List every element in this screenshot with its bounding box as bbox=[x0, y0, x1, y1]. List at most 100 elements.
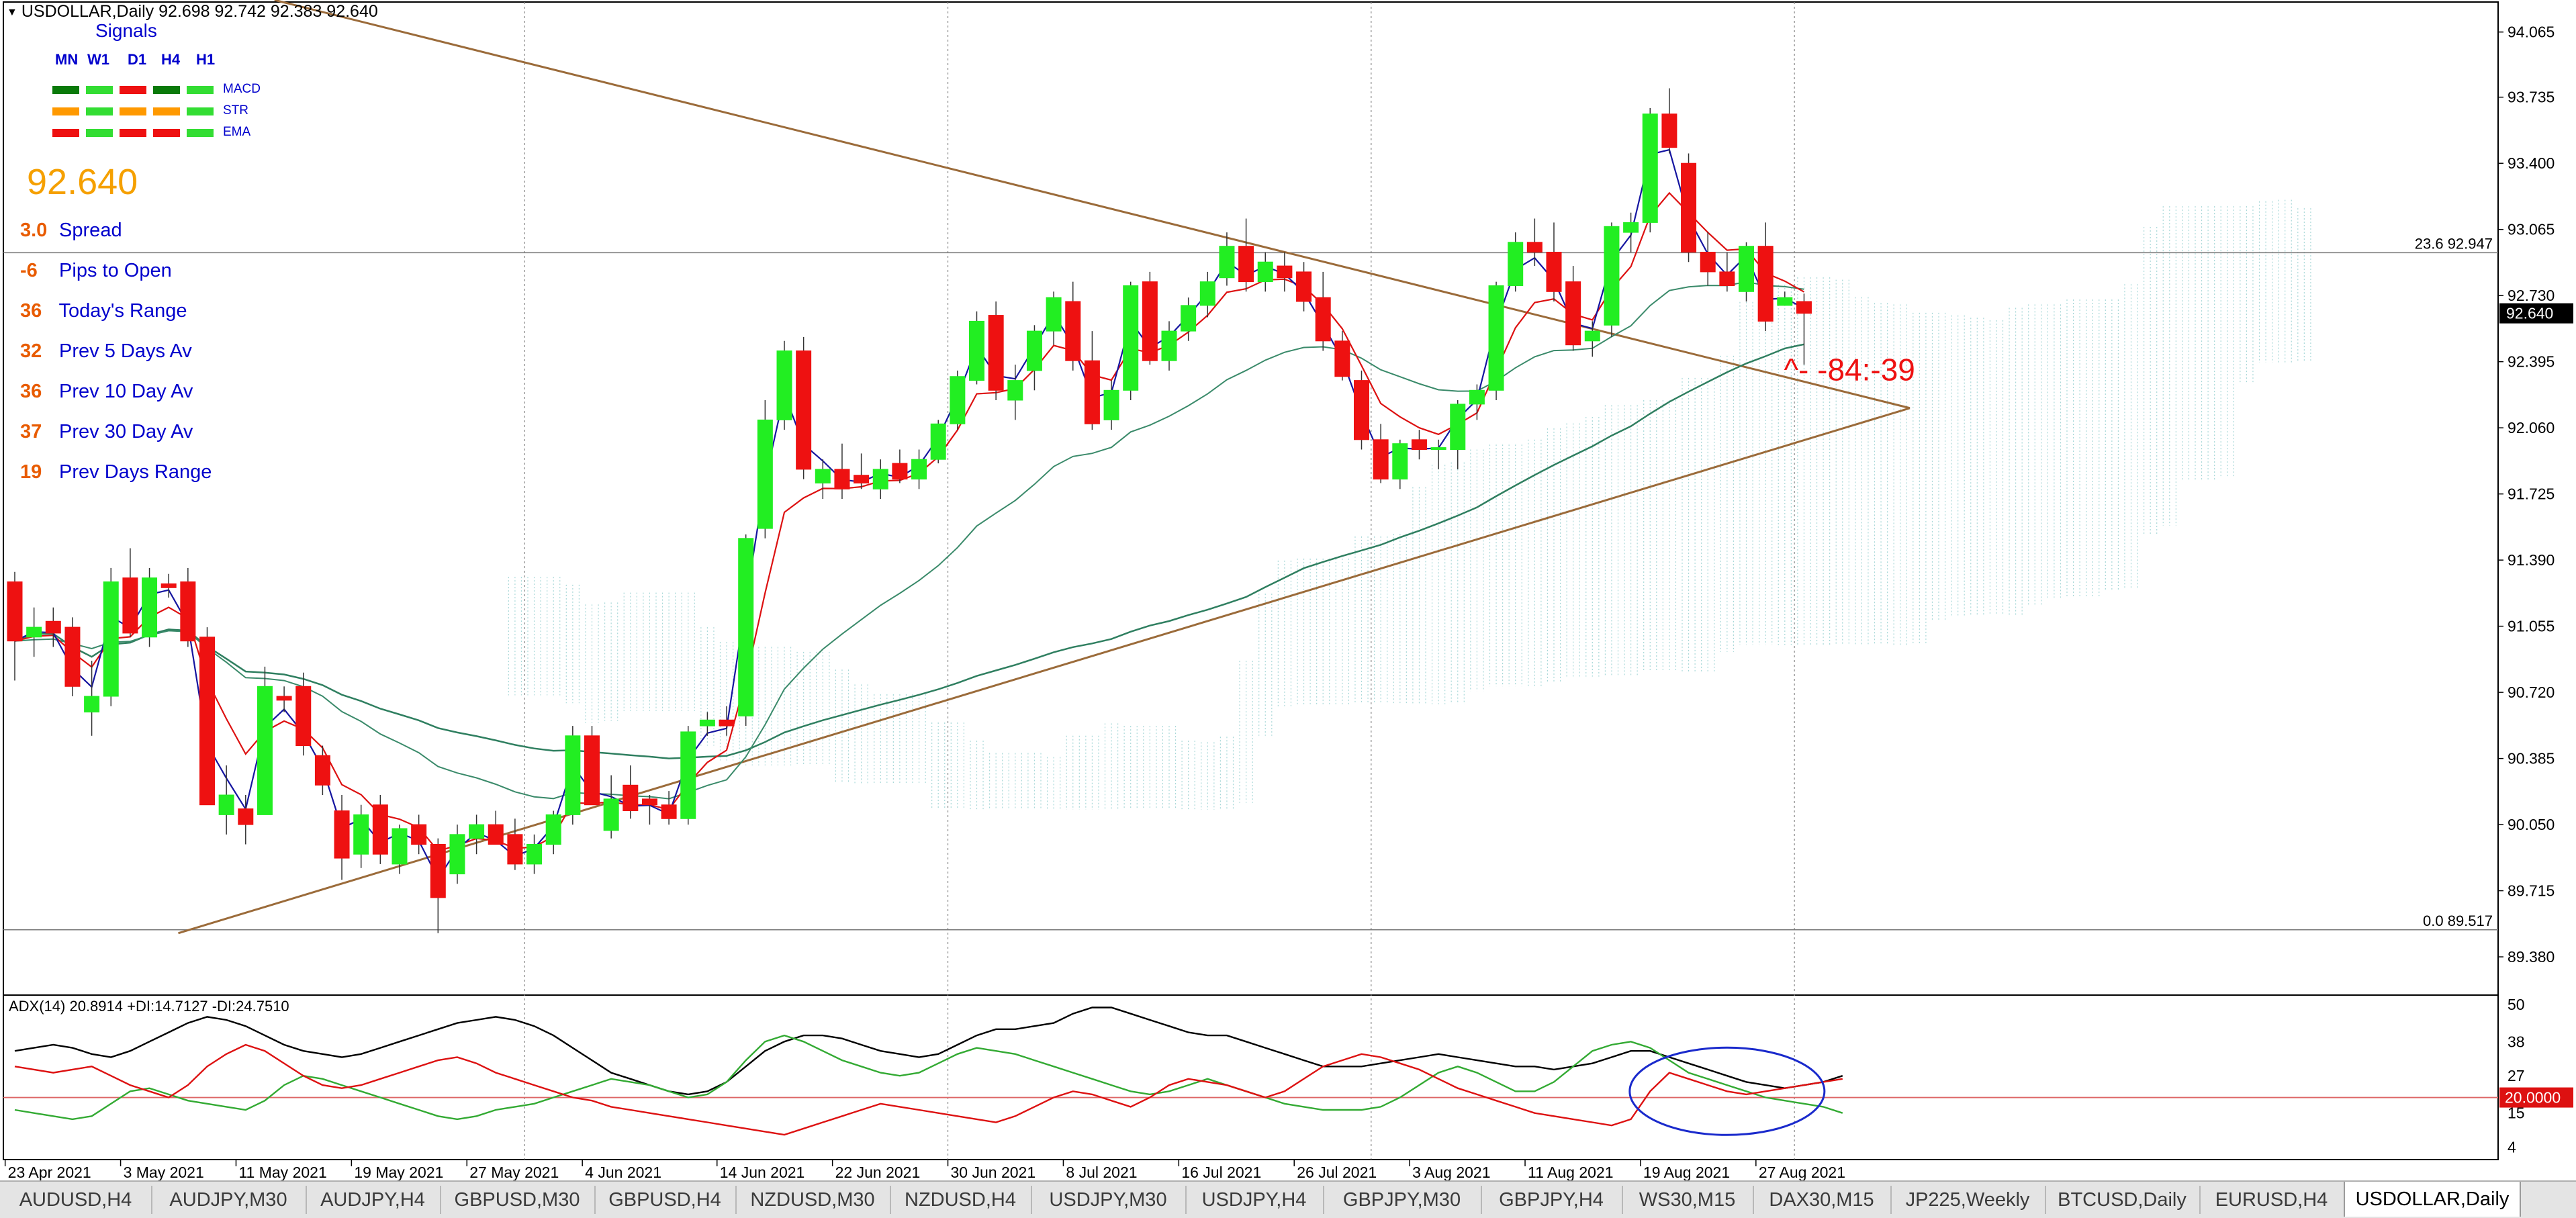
candle bbox=[353, 804, 369, 868]
chart-tab[interactable]: GBPJPY,M30 bbox=[1323, 1186, 1482, 1214]
signal-indicator bbox=[120, 129, 146, 137]
chart-tab[interactable]: DAX30,M15 bbox=[1753, 1186, 1892, 1214]
candle-body bbox=[1546, 252, 1562, 292]
candles-group bbox=[7, 88, 1812, 933]
candle-body bbox=[545, 814, 561, 845]
ema-fast-line bbox=[14, 148, 1804, 880]
candle-body bbox=[392, 828, 408, 865]
candle bbox=[7, 571, 23, 681]
candle-body bbox=[1257, 261, 1273, 283]
chart-tab[interactable]: JP225,Weekly bbox=[1890, 1186, 2046, 1214]
candle-body bbox=[1719, 271, 1735, 286]
candle bbox=[1103, 380, 1119, 430]
candle-body bbox=[1757, 246, 1774, 322]
candle-body bbox=[26, 626, 42, 638]
candle-body bbox=[142, 577, 158, 638]
candle bbox=[1026, 325, 1042, 391]
candle-body bbox=[488, 824, 504, 845]
price-tick-label: 93.065 bbox=[2508, 221, 2555, 238]
candle-body bbox=[834, 469, 850, 489]
candle-body bbox=[796, 350, 812, 470]
price-tick-label: 90.385 bbox=[2508, 750, 2555, 767]
price-tick-label: 90.720 bbox=[2508, 684, 2555, 701]
candle-body bbox=[1508, 242, 1524, 286]
candle-body bbox=[1777, 297, 1793, 306]
candle-body bbox=[603, 798, 619, 831]
candle bbox=[1700, 232, 1716, 286]
candle bbox=[199, 627, 215, 806]
candle bbox=[45, 607, 61, 647]
price-tick-label: 91.055 bbox=[2508, 618, 2555, 635]
chart-tab[interactable]: USDOLLAR,Daily bbox=[2344, 1182, 2521, 1217]
candle-body bbox=[411, 824, 427, 845]
candle bbox=[1161, 321, 1177, 371]
chart-tab[interactable]: GBPUSD,H4 bbox=[594, 1186, 737, 1214]
adx-tick-label: 38 bbox=[2508, 1033, 2525, 1050]
chart-tab[interactable]: NZDUSD,H4 bbox=[890, 1186, 1032, 1214]
candle bbox=[1046, 291, 1062, 345]
chart-tab[interactable]: AUDJPY,M30 bbox=[151, 1186, 307, 1214]
candle bbox=[1565, 266, 1581, 351]
candle bbox=[1661, 88, 1677, 154]
candle-body bbox=[1123, 285, 1139, 391]
candle-body bbox=[1219, 246, 1235, 279]
chart-tab[interactable]: USDJPY,M30 bbox=[1031, 1186, 1187, 1214]
adx-series-plusminus-di bbox=[14, 1034, 1843, 1121]
candle bbox=[526, 834, 543, 874]
adx-tick-label: 27 bbox=[2508, 1067, 2525, 1084]
candle-body bbox=[661, 804, 677, 819]
candle-body bbox=[353, 814, 369, 855]
price-tick-label: 92.730 bbox=[2508, 287, 2555, 304]
chart-tab[interactable]: EURUSD,H4 bbox=[2199, 1186, 2345, 1214]
signal-indicator bbox=[187, 107, 214, 115]
candle bbox=[507, 818, 523, 870]
candle bbox=[122, 548, 138, 637]
price-tick-label: 94.065 bbox=[2508, 24, 2555, 41]
candle-body bbox=[103, 581, 119, 697]
candle bbox=[1257, 252, 1273, 292]
chart-tab[interactable]: NZDUSD,M30 bbox=[735, 1186, 891, 1214]
chart-tab[interactable]: GBPJPY,H4 bbox=[1481, 1186, 1623, 1214]
adx-level-box bbox=[2499, 1087, 2573, 1108]
candle-body bbox=[469, 824, 485, 839]
candle bbox=[1681, 153, 1697, 263]
candle bbox=[392, 825, 408, 874]
candle bbox=[1739, 242, 1754, 301]
dropdown-triangle-icon[interactable]: ▼ bbox=[7, 7, 17, 18]
chart-tab-bar: AUDUSD,H4 AUDJPY,M30 AUDJPY,H4 GBPUSD,M30 GB… bbox=[0, 1180, 2576, 1218]
chart-tab[interactable]: BTCUSD,Daily bbox=[2045, 1186, 2201, 1214]
candle-body bbox=[1642, 113, 1658, 223]
date-tick-label: 27 Aug 2021 bbox=[1759, 1164, 1845, 1181]
candle bbox=[1604, 222, 1620, 337]
candle-body bbox=[1084, 360, 1100, 424]
signal-indicator bbox=[52, 107, 79, 115]
candle bbox=[1334, 331, 1350, 381]
candle bbox=[1430, 439, 1446, 469]
candle bbox=[411, 814, 427, 855]
candle bbox=[796, 336, 812, 479]
candle-body bbox=[1681, 162, 1697, 252]
candle-body bbox=[1526, 242, 1543, 252]
date-tick-label: 30 Jun 2021 bbox=[951, 1164, 1036, 1181]
date-tick-label: 11 Aug 2021 bbox=[1528, 1164, 1613, 1181]
candle-body bbox=[199, 637, 215, 806]
stat-value: 36 bbox=[20, 300, 42, 322]
signal-indicator bbox=[120, 107, 146, 115]
chart-tab[interactable]: WS30,M15 bbox=[1622, 1186, 1754, 1214]
candle bbox=[1546, 222, 1562, 301]
candle bbox=[1392, 439, 1408, 489]
chart-tab[interactable]: USDJPY,H4 bbox=[1185, 1186, 1324, 1214]
candle-body bbox=[1296, 271, 1312, 302]
candle bbox=[1199, 271, 1215, 318]
candle bbox=[1277, 252, 1293, 292]
candle-body bbox=[7, 581, 23, 642]
candle-body bbox=[257, 686, 273, 815]
chart-tab[interactable]: GBPUSD,M30 bbox=[440, 1186, 596, 1214]
chart-tab[interactable]: AUDJPY,H4 bbox=[306, 1186, 441, 1214]
chart-tab[interactable]: AUDUSD,H4 bbox=[0, 1186, 152, 1214]
candle bbox=[719, 706, 735, 736]
date-tick-label: 3 Aug 2021 bbox=[1412, 1164, 1490, 1181]
date-tick-label: 27 May 2021 bbox=[469, 1164, 559, 1181]
candle-body bbox=[430, 844, 446, 898]
candle-body bbox=[969, 320, 984, 381]
